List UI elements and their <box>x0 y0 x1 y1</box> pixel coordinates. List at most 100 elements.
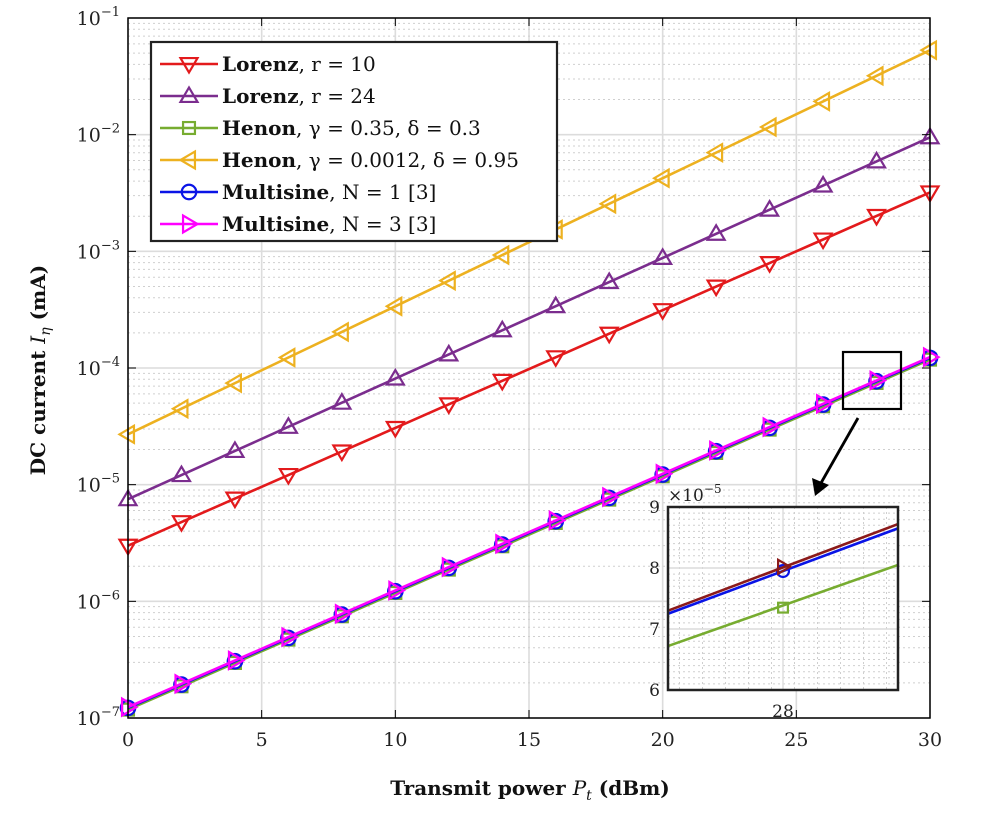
x-tick-label: 15 <box>517 729 541 751</box>
zoom-arrow <box>819 417 860 484</box>
inset-x-tick-label: 28 <box>772 702 794 722</box>
inset-y-tick-label: 6 <box>649 681 660 701</box>
data-point <box>812 174 834 193</box>
legend-marker <box>181 213 200 235</box>
data-point <box>224 491 246 510</box>
data-point <box>171 515 192 533</box>
inset-series-1 <box>667 563 899 648</box>
legend-entry-6: Multisine, N = 3 [3] <box>160 212 436 236</box>
legend-label: Lorenz, r = 10 <box>222 52 376 76</box>
data-point <box>812 90 831 112</box>
legend-label: Henon, γ = 0.0012, δ = 0.95 <box>222 148 519 172</box>
inset-y-tick-label: 8 <box>649 559 660 579</box>
zoom-box <box>841 350 903 411</box>
data-point <box>438 397 460 416</box>
y-tick-label: 10−4 <box>77 355 120 380</box>
data-point <box>331 444 353 463</box>
legend-entry-2: Lorenz, r = 24 <box>160 84 376 108</box>
data-point <box>655 463 674 485</box>
data-point <box>705 223 727 241</box>
data-point <box>384 295 403 317</box>
y-tick-label: 10−3 <box>77 238 120 263</box>
x-tick-label: 20 <box>651 729 675 751</box>
legend-label: Henon, γ = 0.35, δ = 0.3 <box>222 116 481 140</box>
data-point <box>545 350 567 368</box>
x-tick-label: 0 <box>122 729 134 751</box>
axis-ticks: 0 5 10 15 20 25 30 10−7 10−6 10−5 10−4 10−3 10−2 10−1 <box>77 5 942 751</box>
data-point <box>438 270 456 292</box>
data-point <box>171 464 192 483</box>
data-point <box>545 295 567 314</box>
data-point <box>117 423 136 445</box>
data-point <box>491 244 510 266</box>
data-point <box>224 372 242 394</box>
data-point <box>120 696 139 718</box>
x-tick-label: 10 <box>383 729 407 751</box>
data-point <box>598 271 620 290</box>
legend-entry-4: Henon, γ = 0.0012, δ = 0.95 <box>160 148 519 172</box>
data-point <box>922 346 941 368</box>
inset-frame <box>666 505 900 692</box>
data-point <box>548 510 567 531</box>
legend-box <box>149 40 559 243</box>
series-line <box>127 355 931 709</box>
data-point <box>170 398 189 420</box>
data-point <box>491 319 513 338</box>
legend-marker <box>180 183 198 201</box>
data-point <box>865 65 884 87</box>
inset-line <box>667 563 899 648</box>
data-point <box>224 440 246 459</box>
data-point <box>866 150 887 169</box>
data-point <box>388 580 407 601</box>
series-2 <box>117 126 941 507</box>
legend: Lorenz, r = 10 Lorenz, r = 24 Henon, γ = 0… <box>149 40 559 243</box>
legend-marker <box>178 85 200 104</box>
data-point <box>598 326 620 345</box>
legend-marker <box>181 120 197 136</box>
legend-label: Lorenz, r = 24 <box>222 84 376 108</box>
data-point <box>759 198 781 217</box>
data-point <box>277 467 299 486</box>
y-tick-label: 10−6 <box>77 588 120 613</box>
data-point <box>705 142 724 164</box>
data-point <box>331 392 353 410</box>
y-tick-label: 10−5 <box>77 472 120 497</box>
legend-entry-3: Henon, γ = 0.35, δ = 0.3 <box>160 116 481 140</box>
inset-data-point <box>776 557 793 576</box>
inset-line <box>667 522 899 612</box>
legend-entry-1: Lorenz, r = 10 <box>160 52 376 76</box>
data-point <box>281 626 300 648</box>
data-point <box>331 321 349 343</box>
legend-entry-5: Multisine, N = 1 [3] <box>160 180 436 204</box>
series-line <box>127 358 931 711</box>
data-point <box>869 370 888 391</box>
legend-label: Multisine, N = 1 [3] <box>222 180 436 204</box>
data-point <box>652 303 674 321</box>
data-point <box>277 416 299 434</box>
data-point <box>384 367 406 386</box>
data-point <box>651 167 670 189</box>
data-point <box>709 440 727 461</box>
inset-y-tick-label: 9 <box>649 498 660 518</box>
data-point <box>705 279 727 298</box>
zoom-indicator <box>812 350 903 496</box>
inset-series-3 <box>667 522 899 612</box>
inset-data-point <box>776 601 789 614</box>
series-6 <box>120 346 941 718</box>
x-tick-label: 5 <box>256 729 268 751</box>
inset-exponent-label: ×10−5 <box>668 482 722 506</box>
data-point <box>652 247 674 265</box>
y-axis-label: DC current Iη (mA) <box>26 265 54 475</box>
data-point <box>227 650 246 671</box>
series-4 <box>117 39 938 445</box>
data-point <box>866 208 887 227</box>
y-tick-label: 10−7 <box>77 705 120 730</box>
series-line <box>127 136 931 501</box>
data-point <box>919 39 938 61</box>
x-axis-label: Transmit power Pt (dBm) <box>390 776 670 804</box>
x-tick-label: 25 <box>784 729 808 751</box>
data-point <box>816 393 834 415</box>
legend-label: Multisine, N = 3 [3] <box>222 212 436 236</box>
data-point <box>441 556 460 578</box>
